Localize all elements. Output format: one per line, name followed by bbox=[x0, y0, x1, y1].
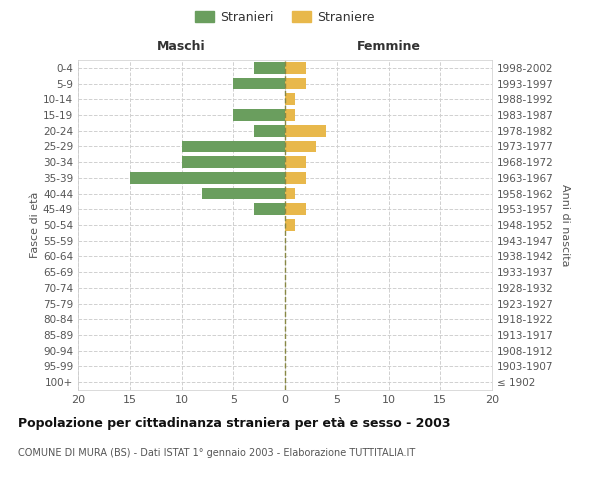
Bar bbox=[254, 204, 285, 215]
Bar bbox=[285, 156, 306, 168]
Bar bbox=[285, 94, 295, 105]
Bar bbox=[285, 62, 306, 74]
Bar bbox=[202, 188, 285, 200]
Text: Femmine: Femmine bbox=[356, 40, 421, 54]
Bar bbox=[130, 172, 285, 184]
Bar bbox=[254, 62, 285, 74]
Bar bbox=[285, 172, 306, 184]
Legend: Stranieri, Straniere: Stranieri, Straniere bbox=[191, 7, 379, 28]
Bar bbox=[285, 204, 306, 215]
Bar bbox=[254, 125, 285, 136]
Text: Maschi: Maschi bbox=[157, 40, 206, 54]
Y-axis label: Fasce di età: Fasce di età bbox=[30, 192, 40, 258]
Y-axis label: Anni di nascita: Anni di nascita bbox=[560, 184, 570, 266]
Bar bbox=[285, 78, 306, 90]
Text: Popolazione per cittadinanza straniera per età e sesso - 2003: Popolazione per cittadinanza straniera p… bbox=[18, 418, 451, 430]
Bar bbox=[285, 109, 295, 121]
Bar bbox=[285, 140, 316, 152]
Bar bbox=[285, 188, 295, 200]
Bar bbox=[233, 109, 285, 121]
Bar bbox=[182, 156, 285, 168]
Bar bbox=[285, 219, 295, 231]
Bar bbox=[233, 78, 285, 90]
Bar bbox=[285, 125, 326, 136]
Text: COMUNE DI MURA (BS) - Dati ISTAT 1° gennaio 2003 - Elaborazione TUTTITALIA.IT: COMUNE DI MURA (BS) - Dati ISTAT 1° genn… bbox=[18, 448, 415, 458]
Bar bbox=[182, 140, 285, 152]
